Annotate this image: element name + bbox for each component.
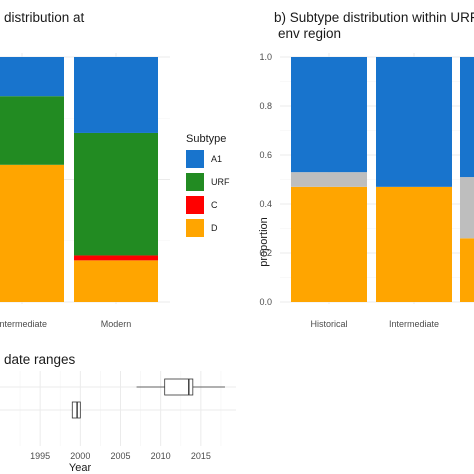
panel-b-title-line1: b) Subtype distribution within URF bbox=[274, 10, 474, 25]
x-tick-label: 2015 bbox=[191, 451, 211, 461]
x-tick-label: 2000 bbox=[70, 451, 90, 461]
x-tick-label: 2005 bbox=[110, 451, 130, 461]
panel-c-title: date ranges bbox=[4, 352, 76, 367]
legend-title: Subtype bbox=[186, 133, 226, 145]
bar-segment-d bbox=[0, 164, 64, 302]
bar-segment-a1 bbox=[0, 57, 64, 97]
y-tick-label: 1.0 bbox=[259, 52, 272, 62]
bar-segment-other bbox=[291, 172, 367, 187]
legend-key-urf bbox=[186, 173, 204, 191]
panel-c: date ranges Year 1995 2000 2005 2010 2015 bbox=[0, 352, 236, 474]
legend-key-d bbox=[186, 219, 204, 237]
legend-label: C bbox=[211, 200, 218, 210]
panel-a: distribution at Intermediate Modern bbox=[0, 10, 170, 329]
y-tick-label: 0.8 bbox=[259, 101, 272, 111]
legend: Subtype A1 URF C D bbox=[186, 133, 230, 237]
x-tick-label: Intermediate bbox=[389, 319, 439, 329]
boxplot-box bbox=[71, 401, 81, 419]
panel-a-title: distribution at bbox=[4, 10, 85, 25]
legend-label: D bbox=[211, 223, 218, 233]
bar-segment-a1 bbox=[74, 57, 158, 133]
y-tick-label: 0.6 bbox=[259, 150, 272, 160]
bar-segment-d bbox=[74, 260, 158, 302]
panel-b-title-line2: env region bbox=[278, 26, 341, 41]
bar-segment-c bbox=[74, 255, 158, 261]
legend-label: URF bbox=[211, 177, 230, 187]
bar-segment-a1 bbox=[291, 57, 367, 173]
x-tick-label: Historical bbox=[310, 319, 347, 329]
bar-segment-urf bbox=[74, 132, 158, 256]
x-tick-label: Intermediate bbox=[0, 319, 47, 329]
bar-segment-urf bbox=[0, 96, 64, 165]
x-tick-label: 1995 bbox=[30, 451, 50, 461]
y-tick-label: 0.4 bbox=[259, 199, 272, 209]
x-tick-label: 2010 bbox=[151, 451, 171, 461]
x-tick-label: Modern bbox=[101, 319, 132, 329]
bar-segment-d bbox=[376, 186, 452, 302]
panel-c-x-axis-label: Year bbox=[69, 462, 92, 474]
boxplot-box bbox=[164, 378, 194, 396]
bar-segment-a1 bbox=[376, 57, 452, 187]
bar-segment-d bbox=[291, 186, 367, 302]
legend-label: A1 bbox=[211, 154, 222, 164]
legend-key-c bbox=[186, 196, 204, 214]
panel-b-y-axis-label: proportion bbox=[258, 217, 270, 267]
y-tick-label: 0.0 bbox=[259, 297, 272, 307]
bar-segment-d bbox=[460, 238, 474, 302]
panel-b: b) Subtype distribution within URF env r… bbox=[258, 10, 474, 329]
y-tick-label: 0.2 bbox=[259, 248, 272, 258]
legend-key-a1 bbox=[186, 150, 204, 168]
bar-segment-other bbox=[460, 177, 474, 239]
bar-segment-a1 bbox=[460, 57, 474, 178]
